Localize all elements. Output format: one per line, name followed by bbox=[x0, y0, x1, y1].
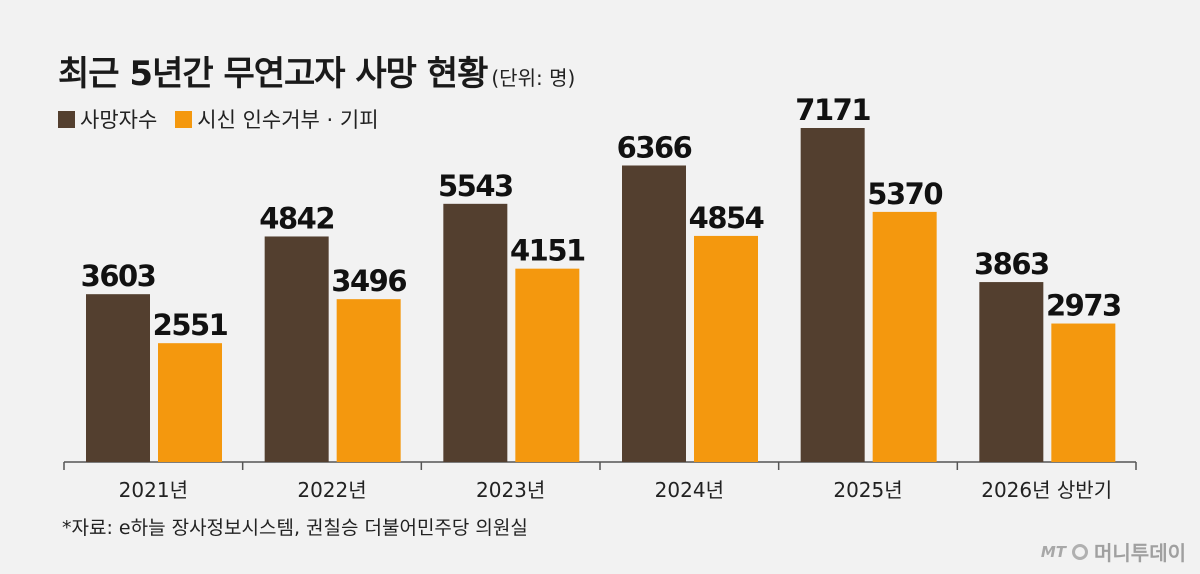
bar-deaths bbox=[264, 236, 329, 462]
legend-item-refusal: 시신 인수거부 · 기피 bbox=[175, 104, 379, 134]
chart-title: 최근 5년간 무연고자 사망 현황 bbox=[58, 54, 488, 94]
bar-deaths bbox=[86, 294, 150, 462]
data-label-refusal: 5370 bbox=[867, 177, 942, 211]
legend-label-deaths: 사망자수 bbox=[80, 108, 158, 132]
bar-deaths bbox=[622, 165, 686, 462]
legend: 사망자수 시신 인수거부 · 기피 bbox=[58, 104, 397, 134]
watermark-mt: MT bbox=[1040, 542, 1066, 561]
chart-title-block: 최근 5년간 무연고자 사망 현황 (단위: 명) bbox=[58, 46, 575, 95]
bar-deaths bbox=[800, 128, 865, 462]
watermark-ring-icon bbox=[1072, 543, 1088, 560]
data-label-deaths: 5543 bbox=[438, 169, 513, 203]
x-tick-label: 2025년 bbox=[833, 478, 902, 502]
data-label-deaths: 6366 bbox=[617, 130, 692, 164]
legend-swatch-refusal bbox=[175, 110, 193, 128]
data-label-refusal: 2973 bbox=[1046, 289, 1121, 323]
watermark-text: 머니투데이 bbox=[1094, 541, 1186, 565]
legend-swatch-deaths bbox=[58, 110, 75, 128]
bar-refusal bbox=[515, 268, 580, 462]
data-label-deaths: 3863 bbox=[974, 247, 1049, 281]
watermark: MT 머니투데이 bbox=[1041, 537, 1186, 566]
data-label-refusal: 2551 bbox=[153, 308, 228, 342]
source-note: *자료: e하늘 장사정보시스템, 권칠승 더불어민주당 의원실 bbox=[62, 517, 528, 539]
bar-deaths bbox=[443, 203, 508, 462]
bar-refusal bbox=[872, 211, 937, 462]
legend-label-refusal: 시신 인수거부 · 기피 bbox=[197, 108, 379, 132]
data-label-refusal: 4151 bbox=[510, 234, 585, 268]
x-tick-label: 2024년 bbox=[655, 478, 724, 502]
bar-refusal bbox=[336, 299, 401, 462]
x-tick-label: 2022년 bbox=[297, 478, 366, 502]
bar-deaths bbox=[979, 282, 1044, 462]
data-label-refusal: 4854 bbox=[689, 201, 764, 235]
x-tick-label: 2026년 상반기 bbox=[981, 478, 1112, 502]
data-label-deaths: 7171 bbox=[795, 93, 870, 127]
unit-label: (단위: 명) bbox=[491, 66, 576, 90]
bar-refusal bbox=[1051, 323, 1116, 462]
data-label-refusal: 3496 bbox=[331, 264, 406, 298]
legend-item-deaths: 사망자수 bbox=[58, 104, 157, 134]
bar-refusal bbox=[158, 343, 222, 462]
bar-refusal bbox=[694, 235, 758, 462]
data-label-deaths: 4842 bbox=[259, 201, 334, 235]
x-tick-label: 2023년 bbox=[476, 478, 545, 502]
data-label-deaths: 3603 bbox=[81, 259, 156, 293]
x-tick-label: 2021년 bbox=[119, 478, 188, 502]
